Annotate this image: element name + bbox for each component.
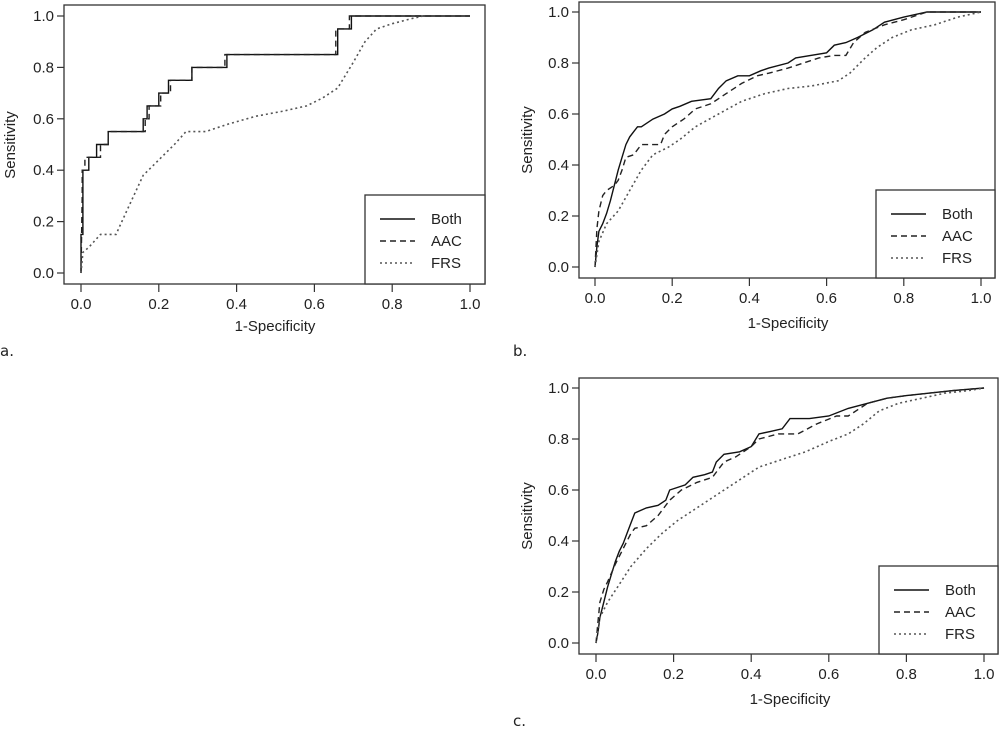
panel-label: c. bbox=[513, 712, 526, 730]
x-tick-label: 0.8 bbox=[896, 666, 917, 683]
panel-b: 0.0 0.2 0.4 0.6 0.8 1.0 0.0 0.2 0.4 0.6 0.8 1.0 1-Sp… bbox=[513, 1, 996, 360]
x-tick-label: 1.0 bbox=[971, 290, 992, 307]
y-tick-label: 0.4 bbox=[548, 157, 569, 174]
y-tick-label: 1.0 bbox=[33, 8, 54, 25]
legend-label-frs: FRS bbox=[945, 626, 975, 643]
legend: Both AAC FRS bbox=[875, 189, 996, 279]
x-tick-label: 0.6 bbox=[816, 290, 837, 307]
plot-frame bbox=[578, 377, 999, 655]
y-tick-label: 0.4 bbox=[548, 533, 569, 550]
y-axis-title: Sensitivity bbox=[519, 106, 536, 174]
x-tick-label: 0.0 bbox=[71, 296, 92, 313]
series-both-line bbox=[80, 15, 470, 273]
y-tick-label: 0.8 bbox=[548, 431, 569, 448]
x-tick-label: 1.0 bbox=[974, 666, 995, 683]
panel-a: 0.0 0.2 0.4 0.6 0.8 1.0 0.0 0.2 0.4 0.6 0.8 1.0 1-Sp… bbox=[0, 4, 486, 360]
y-tick-label: 1.0 bbox=[548, 4, 569, 21]
panel-c: 0.0 0.2 0.4 0.6 0.8 1.0 0.0 0.2 0.4 0.6 0.8 1.0 1-Sp… bbox=[513, 377, 999, 730]
y-tick-label: 0.2 bbox=[33, 214, 54, 231]
y-tick-label: 0.2 bbox=[548, 208, 569, 225]
series-frs-line bbox=[595, 387, 985, 644]
legend-label-frs: FRS bbox=[942, 250, 972, 267]
series-aac-line bbox=[594, 11, 981, 268]
panel-label: b. bbox=[513, 342, 527, 360]
y-tick-label: 0.6 bbox=[548, 106, 569, 123]
x-tick-label: 0.0 bbox=[585, 290, 606, 307]
plot-frame bbox=[63, 4, 486, 285]
legend-box bbox=[875, 189, 996, 279]
legend-label-aac: AAC bbox=[945, 604, 976, 621]
y-tick-label: 0.0 bbox=[548, 635, 569, 652]
y-tick-label: 0.0 bbox=[548, 259, 569, 276]
y-tick-label: 0.8 bbox=[548, 55, 569, 72]
legend-label-aac: AAC bbox=[942, 228, 973, 245]
legend-label-aac: AAC bbox=[431, 233, 462, 250]
x-tick-label: 0.2 bbox=[148, 296, 169, 313]
legend-box bbox=[878, 565, 999, 655]
legend-label-both: Both bbox=[942, 206, 973, 223]
series-aac-line bbox=[595, 387, 985, 644]
x-tick-label: 0.4 bbox=[739, 290, 760, 307]
y-tick-label: 0.4 bbox=[33, 162, 54, 179]
x-axis-title: 1-Specificity bbox=[235, 318, 316, 335]
series-frs-line bbox=[594, 11, 982, 268]
x-tick-label: 0.2 bbox=[662, 290, 683, 307]
y-tick-label: 0.2 bbox=[548, 584, 569, 601]
series-aac-line bbox=[80, 15, 470, 274]
y-tick-label: 0.6 bbox=[548, 482, 569, 499]
x-tick-label: 0.8 bbox=[382, 296, 403, 313]
legend-label-both: Both bbox=[431, 211, 462, 228]
legend: Both AAC FRS bbox=[364, 194, 486, 285]
x-tick-label: 1.0 bbox=[460, 296, 481, 313]
plot-frame bbox=[578, 1, 996, 279]
series-both-line bbox=[595, 387, 985, 644]
x-tick-label: 0.4 bbox=[741, 666, 762, 683]
y-axis-title: Sensitivity bbox=[2, 111, 19, 179]
series-both-line bbox=[594, 11, 981, 268]
x-axis-title: 1-Specificity bbox=[750, 691, 831, 708]
x-tick-label: 0.0 bbox=[586, 666, 607, 683]
legend: Both AAC FRS bbox=[878, 565, 999, 655]
panel-label: a. bbox=[0, 342, 14, 360]
legend-label-frs: FRS bbox=[431, 255, 461, 272]
series-frs-line bbox=[80, 15, 424, 274]
y-tick-label: 0.8 bbox=[33, 59, 54, 76]
y-tick-label: 1.0 bbox=[548, 380, 569, 397]
x-axis-title: 1-Specificity bbox=[748, 315, 829, 332]
y-axis-title: Sensitivity bbox=[519, 482, 536, 550]
x-tick-label: 0.4 bbox=[226, 296, 247, 313]
x-tick-label: 0.8 bbox=[893, 290, 914, 307]
x-tick-label: 0.6 bbox=[304, 296, 325, 313]
y-tick-label: 0.0 bbox=[33, 265, 54, 282]
x-tick-label: 0.2 bbox=[663, 666, 684, 683]
x-tick-label: 0.6 bbox=[818, 666, 839, 683]
legend-label-both: Both bbox=[945, 582, 976, 599]
y-tick-label: 0.6 bbox=[33, 111, 54, 128]
legend-box bbox=[364, 194, 486, 285]
